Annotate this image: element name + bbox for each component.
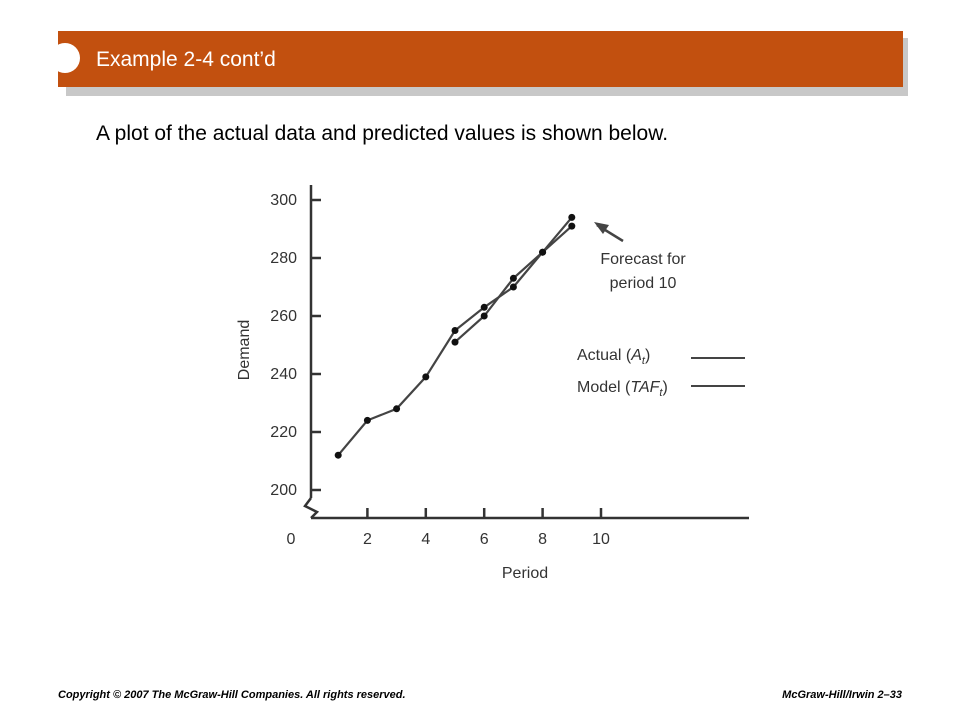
x-tick-label: 4 (421, 531, 430, 548)
actual-series-line (337, 216, 573, 456)
y-axis-label: Demand (236, 320, 253, 380)
x-tick-label: 6 (480, 531, 489, 548)
actual-data-point (568, 213, 576, 221)
actual-data-point (480, 303, 488, 311)
x-tick-label: 8 (538, 531, 547, 548)
legend-model: Model (TAFt) (577, 379, 668, 399)
y-tick-label: 220 (270, 424, 297, 441)
model-data-point (451, 338, 459, 346)
annotation-line2: period 10 (610, 275, 677, 292)
legend-actual: Actual (At) (577, 347, 650, 367)
annotation-arrowhead (594, 222, 609, 234)
actual-data-point (393, 405, 401, 413)
footer-page-number: McGraw-Hill/Irwin 2–33 (782, 689, 902, 701)
slide-title: Example 2-4 cont’d (96, 48, 276, 71)
chart-marks (334, 213, 576, 459)
title-bar-notch (50, 43, 80, 73)
y-tick-label: 260 (270, 308, 297, 325)
model-data-point (480, 312, 488, 320)
forecast-annotation: Forecast for period 10 (594, 222, 686, 292)
model-data-point (568, 222, 576, 230)
actual-data-point (509, 283, 517, 291)
chart-legend: Actual (At) Model (TAFt) (577, 347, 745, 399)
chart-axes: 200 220 240 260 280 300 0 2 4 6 8 10 (270, 185, 749, 548)
y-tick-label: 200 (270, 482, 297, 499)
slide-subtitle: A plot of the actual data and predicted … (96, 122, 669, 145)
y-tick-label: 300 (270, 192, 297, 209)
actual-data-point (451, 327, 459, 334)
y-tick-label: 280 (270, 250, 297, 267)
x-tick-label: 0 (287, 531, 296, 548)
actual-data-point (422, 373, 430, 381)
y-axis-break (303, 497, 320, 519)
title-bar (58, 31, 903, 87)
model-data-point (539, 248, 547, 256)
x-tick-label: 2 (363, 531, 372, 548)
actual-data-point (334, 451, 342, 459)
x-axis-label: Period (502, 565, 548, 582)
footer-copyright: Copyright © 2007 The McGraw-Hill Compani… (58, 689, 406, 701)
x-tick-label: 10 (592, 531, 610, 548)
y-tick-label: 240 (270, 366, 297, 383)
annotation-line1: Forecast for (600, 251, 686, 268)
actual-data-point (363, 416, 371, 424)
model-data-point (509, 274, 517, 282)
